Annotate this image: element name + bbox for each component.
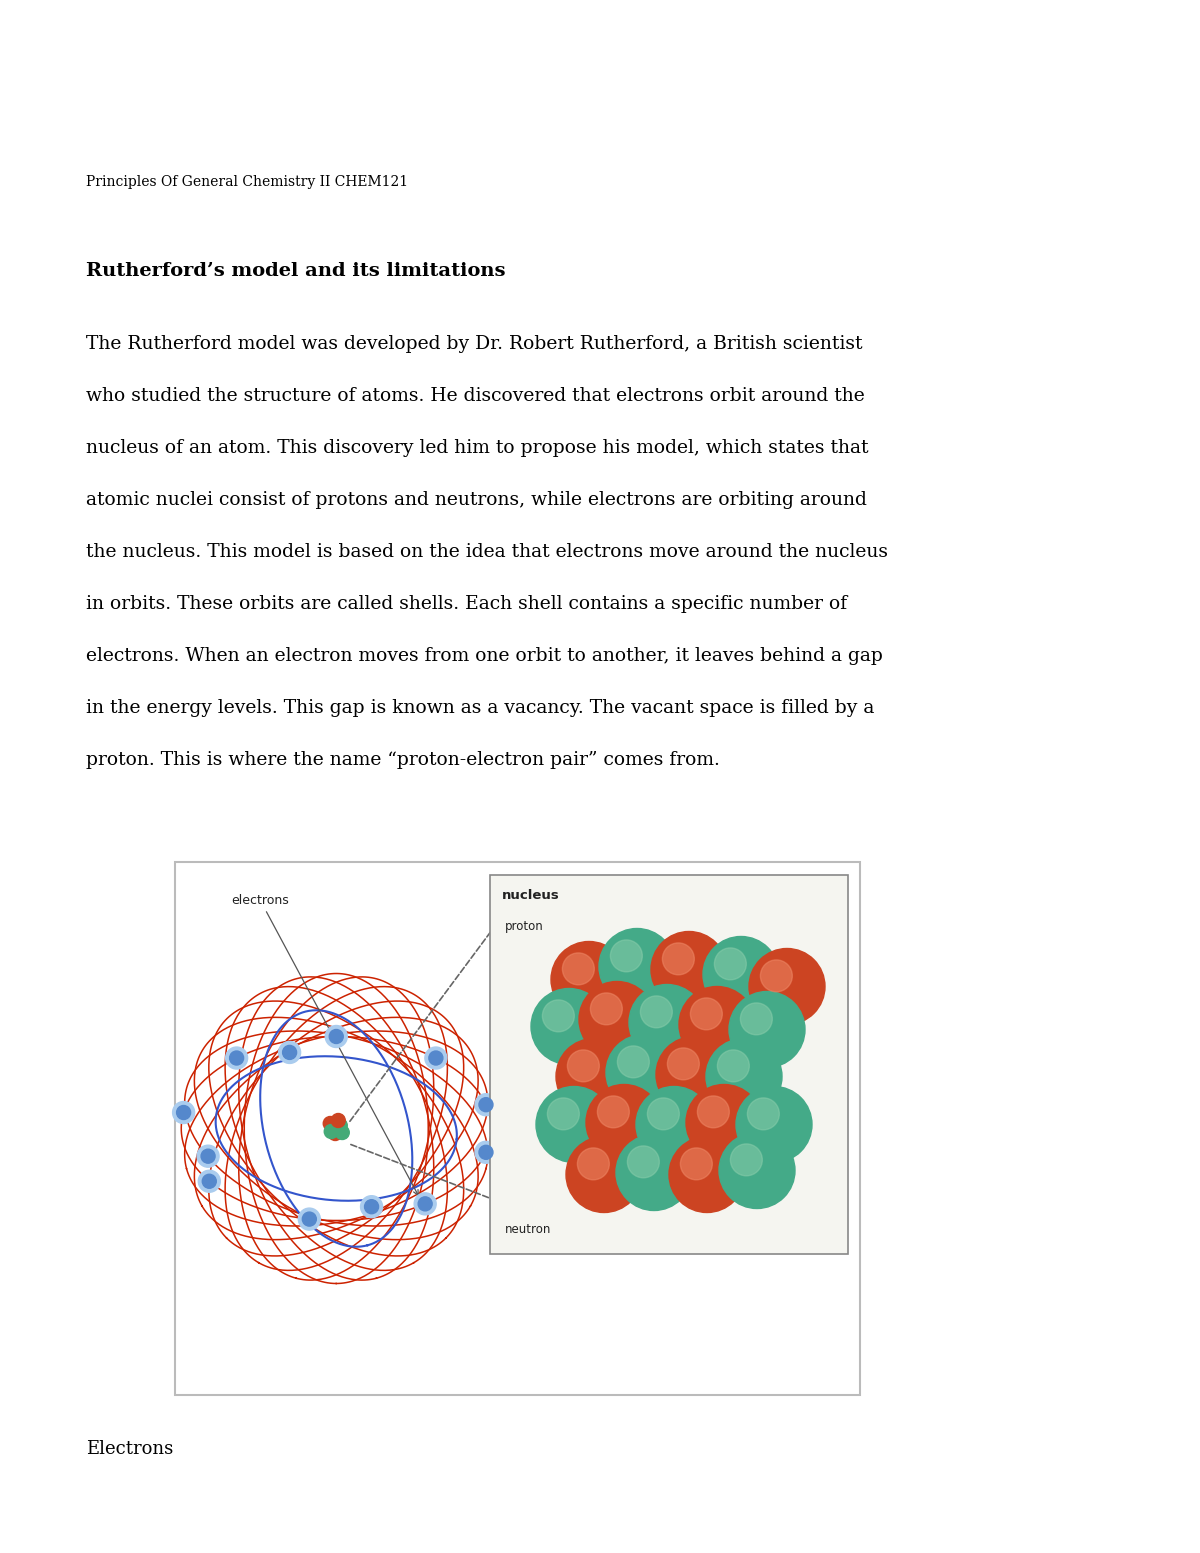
Circle shape (530, 989, 607, 1064)
Circle shape (686, 1084, 762, 1160)
Circle shape (667, 1048, 700, 1079)
Circle shape (173, 1101, 194, 1123)
Circle shape (566, 1137, 642, 1213)
Circle shape (323, 1117, 337, 1131)
FancyBboxPatch shape (175, 862, 860, 1395)
Circle shape (226, 1047, 247, 1068)
Circle shape (586, 1084, 662, 1160)
Circle shape (748, 1098, 779, 1131)
Circle shape (611, 940, 642, 972)
Circle shape (536, 1087, 612, 1163)
Circle shape (703, 936, 779, 1013)
Circle shape (740, 1003, 773, 1034)
Circle shape (547, 1098, 580, 1131)
Circle shape (616, 1135, 692, 1210)
Circle shape (278, 1042, 300, 1064)
Circle shape (479, 1098, 493, 1112)
Circle shape (563, 954, 594, 985)
Circle shape (335, 1126, 349, 1140)
Text: Principles Of General Chemistry II CHEM121: Principles Of General Chemistry II CHEM1… (86, 175, 408, 189)
Circle shape (618, 1045, 649, 1078)
Circle shape (568, 1050, 599, 1082)
Circle shape (325, 1025, 347, 1048)
Text: the nucleus. This model is based on the idea that electrons move around the nucl: the nucleus. This model is based on the … (86, 544, 888, 561)
Text: proton. This is where the name “proton-electron pair” comes from.: proton. This is where the name “proton-e… (86, 752, 720, 769)
Text: electrons. When an electron moves from one orbit to another, it leaves behind a : electrons. When an electron moves from o… (86, 648, 883, 665)
Text: who studied the structure of atoms. He discovered that electrons orbit around th: who studied the structure of atoms. He d… (86, 387, 865, 405)
Circle shape (202, 1149, 215, 1163)
Text: The Rutherford model was developed by Dr. Robert Rutherford, a British scientist: The Rutherford model was developed by Dr… (86, 335, 863, 353)
Circle shape (697, 1096, 730, 1127)
Circle shape (580, 981, 655, 1058)
Text: atomic nuclei consist of protons and neutrons, while electrons are orbiting arou: atomic nuclei consist of protons and neu… (86, 491, 868, 509)
Circle shape (749, 949, 826, 1025)
Circle shape (198, 1171, 221, 1193)
Circle shape (360, 1196, 383, 1218)
Circle shape (714, 947, 746, 980)
Circle shape (414, 1193, 436, 1214)
Circle shape (229, 1051, 244, 1065)
Circle shape (324, 1124, 338, 1138)
Circle shape (329, 1126, 342, 1140)
Text: nucleus of an atom. This discovery led him to propose his model, which states th: nucleus of an atom. This discovery led h… (86, 439, 869, 457)
Text: neutron: neutron (505, 1224, 551, 1236)
Circle shape (479, 1145, 493, 1159)
Text: nucleus: nucleus (502, 888, 559, 902)
Circle shape (656, 1036, 732, 1112)
Circle shape (334, 1118, 347, 1132)
Circle shape (690, 999, 722, 1030)
Circle shape (428, 1051, 443, 1065)
Text: Rutherford’s model and its limitations: Rutherford’s model and its limitations (86, 262, 506, 280)
Circle shape (425, 1047, 446, 1068)
Circle shape (629, 985, 706, 1061)
Circle shape (718, 1050, 749, 1082)
Circle shape (679, 986, 755, 1062)
Circle shape (736, 1087, 812, 1163)
Circle shape (299, 1208, 320, 1230)
Circle shape (648, 1098, 679, 1131)
Circle shape (606, 1034, 682, 1110)
Circle shape (598, 1096, 629, 1127)
Circle shape (670, 1137, 745, 1213)
Circle shape (282, 1045, 296, 1059)
Circle shape (680, 1148, 713, 1180)
Text: in orbits. These orbits are called shells. Each shell contains a specific number: in orbits. These orbits are called shell… (86, 595, 847, 613)
Circle shape (590, 992, 623, 1025)
Circle shape (706, 1039, 782, 1115)
Text: electrons: electrons (232, 893, 418, 1196)
FancyBboxPatch shape (490, 874, 848, 1253)
Circle shape (475, 1093, 497, 1115)
Circle shape (662, 943, 695, 975)
Circle shape (650, 932, 727, 1008)
Circle shape (628, 1146, 659, 1177)
Circle shape (302, 1211, 317, 1227)
Circle shape (761, 960, 792, 992)
Circle shape (176, 1106, 191, 1120)
Circle shape (636, 1087, 712, 1163)
Circle shape (331, 1114, 346, 1127)
Circle shape (203, 1174, 216, 1188)
Circle shape (641, 995, 672, 1028)
Circle shape (577, 1148, 610, 1180)
Circle shape (551, 941, 628, 1017)
Circle shape (719, 1132, 796, 1208)
Circle shape (731, 1145, 762, 1176)
Circle shape (329, 1030, 343, 1044)
Circle shape (197, 1145, 220, 1168)
Circle shape (475, 1141, 497, 1163)
Text: proton: proton (505, 919, 544, 933)
Text: in the energy levels. This gap is known as a vacancy. The vacant space is filled: in the energy levels. This gap is known … (86, 699, 875, 717)
Circle shape (365, 1200, 378, 1214)
Text: Electrons: Electrons (86, 1440, 174, 1458)
Circle shape (730, 991, 805, 1067)
Circle shape (599, 929, 674, 1005)
Circle shape (418, 1197, 432, 1211)
Circle shape (556, 1039, 632, 1115)
Circle shape (542, 1000, 575, 1031)
